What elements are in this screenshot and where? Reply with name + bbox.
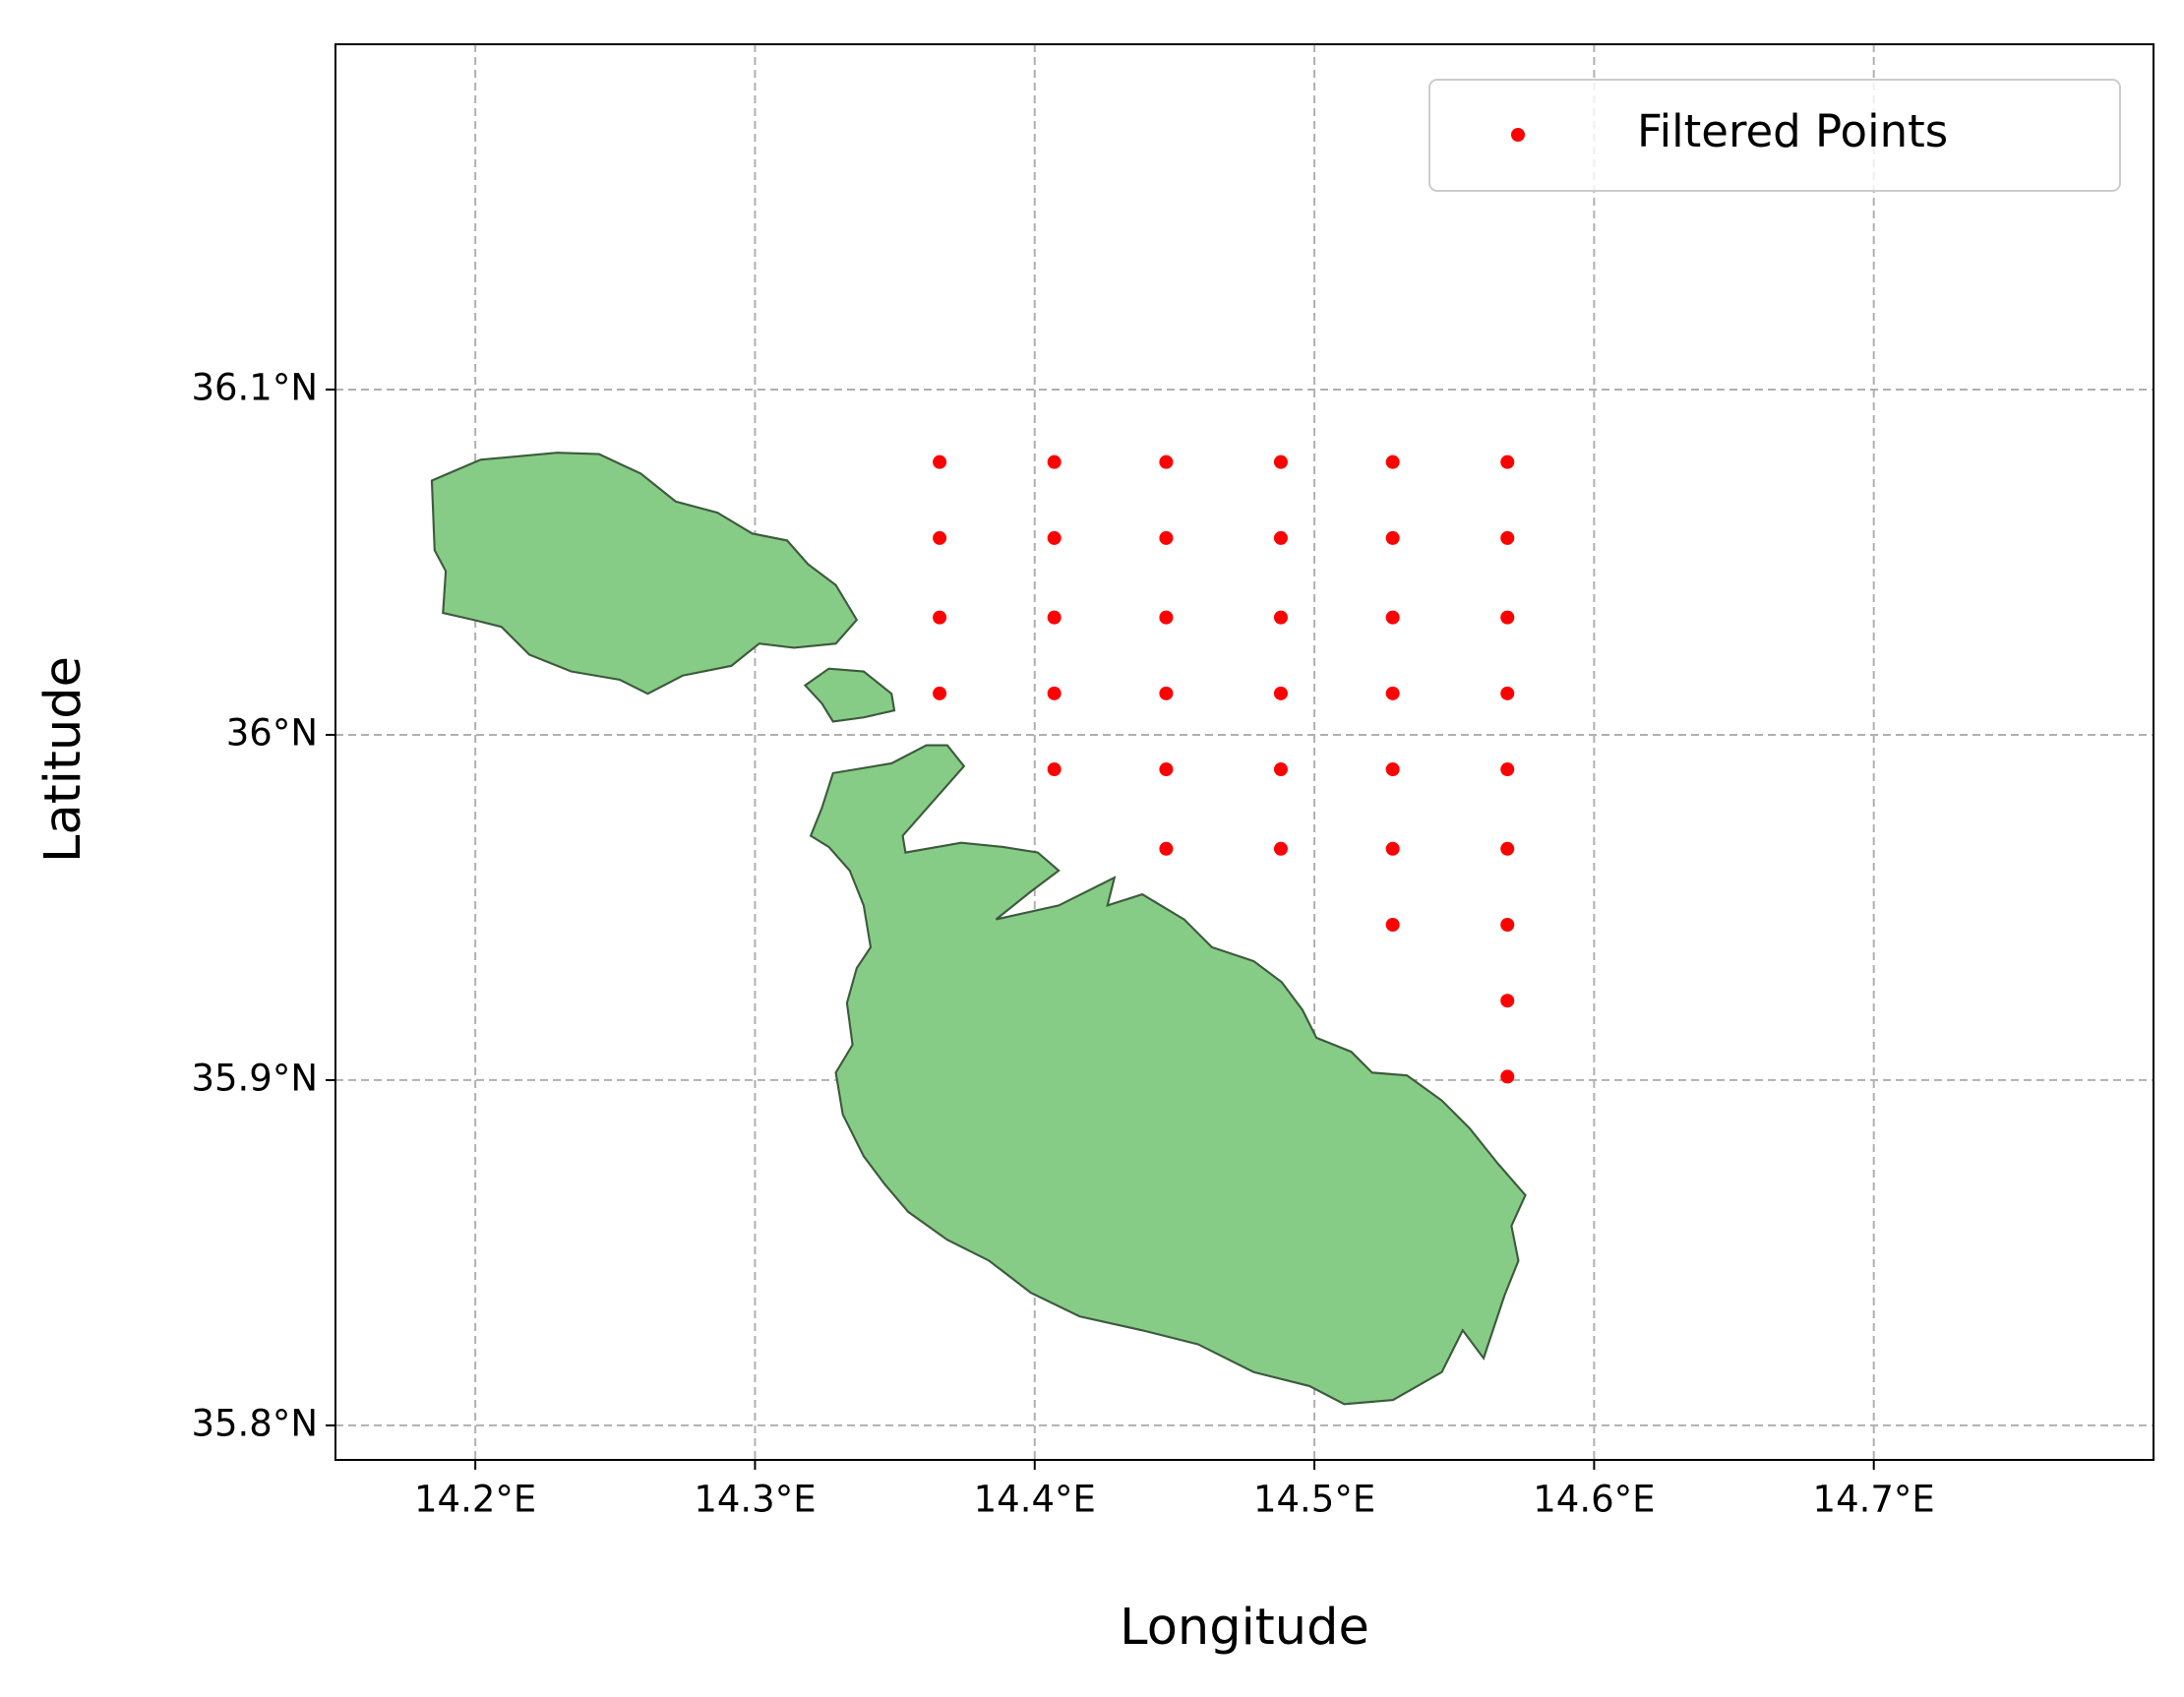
- legend-box: [1428, 79, 2121, 192]
- gozo: [430, 452, 859, 696]
- point: [1500, 1069, 1515, 1084]
- point: [1159, 686, 1174, 700]
- x-tick-label: 14.5°E: [1253, 1479, 1375, 1521]
- point: [1385, 917, 1400, 932]
- point: [1500, 994, 1515, 1008]
- point: [1500, 762, 1515, 777]
- point: [1500, 686, 1515, 700]
- point: [1385, 455, 1400, 469]
- legend: Filtered Points: [1428, 79, 2121, 192]
- comino: [803, 667, 896, 723]
- x-tick-label: 14.2°E: [414, 1479, 536, 1521]
- point: [933, 530, 947, 545]
- point: [1047, 686, 1062, 700]
- point: [1159, 530, 1174, 545]
- points: [933, 455, 1515, 1084]
- point: [1159, 762, 1174, 777]
- point: [1500, 841, 1515, 856]
- point: [1273, 455, 1288, 469]
- legend-marker: [1511, 128, 1525, 142]
- point: [933, 686, 947, 700]
- y-tick-label: 35.8°N: [191, 1402, 318, 1444]
- plot-frame: [334, 43, 2154, 1461]
- point: [1385, 686, 1400, 700]
- point: [1500, 455, 1515, 469]
- y-tick-label: 36.1°N: [191, 366, 318, 408]
- x-tick-label: 14.3°E: [694, 1479, 816, 1521]
- point: [933, 610, 947, 625]
- legend-label: Filtered Points: [1637, 105, 1948, 157]
- point: [1500, 610, 1515, 625]
- x-tick-label: 14.7°E: [1813, 1479, 1935, 1521]
- point: [1159, 841, 1174, 856]
- x-tick-label: 14.6°E: [1533, 1479, 1655, 1521]
- malta: [809, 744, 1527, 1406]
- point: [1385, 610, 1400, 625]
- point: [1159, 610, 1174, 625]
- y-tick-label: 36°N: [226, 711, 318, 754]
- y-axis-label: Latitude: [34, 656, 92, 863]
- point: [1500, 917, 1515, 932]
- y-tick-label: 35.9°N: [191, 1057, 318, 1099]
- point: [1047, 610, 1062, 625]
- point: [1047, 455, 1062, 469]
- point: [1047, 530, 1062, 545]
- point: [1385, 841, 1400, 856]
- point: [1273, 841, 1288, 856]
- point: [1385, 530, 1400, 545]
- point: [933, 455, 947, 469]
- x-tick-label: 14.4°E: [974, 1479, 1096, 1521]
- point: [1500, 530, 1515, 545]
- point: [1273, 610, 1288, 625]
- point: [1273, 686, 1288, 700]
- point: [1047, 762, 1062, 777]
- grid: [335, 44, 2154, 1460]
- point: [1273, 530, 1288, 545]
- x-axis-label: Longitude: [1120, 1599, 1369, 1657]
- point: [1385, 762, 1400, 777]
- land: [430, 452, 1527, 1406]
- point: [1159, 455, 1174, 469]
- point: [1273, 762, 1288, 777]
